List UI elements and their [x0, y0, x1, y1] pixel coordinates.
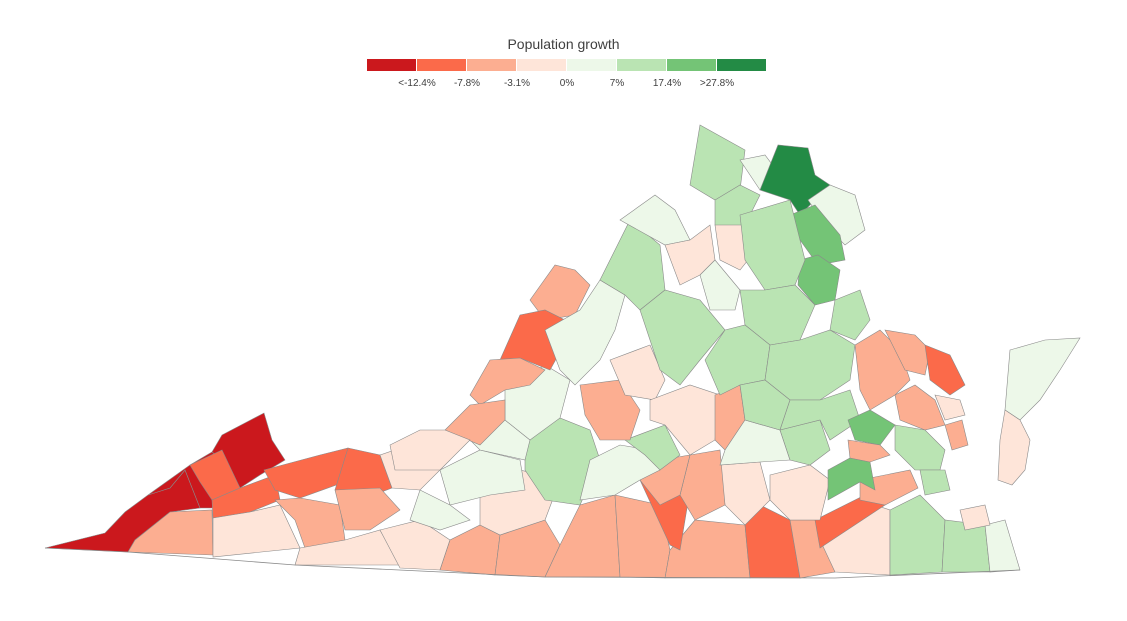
- county-region[interactable]: [624, 424, 681, 471]
- county-region[interactable]: [959, 504, 991, 531]
- county-region[interactable]: [894, 424, 946, 471]
- legend-swatch-3: [517, 59, 566, 71]
- county-region[interactable]: [847, 439, 891, 463]
- legend-tick-0: <-12.4%: [398, 78, 436, 89]
- county-region[interactable]: [444, 399, 506, 446]
- legend-swatch-7: [717, 59, 766, 71]
- county-region[interactable]: [889, 494, 946, 576]
- legend-swatch-5: [617, 59, 666, 71]
- county-region[interactable]: [859, 469, 919, 506]
- county-region[interactable]: [884, 329, 931, 376]
- state-border: [44, 547, 1021, 579]
- county-region[interactable]: [1004, 337, 1081, 421]
- legend-tick-3: 0%: [559, 78, 575, 89]
- county-region[interactable]: [894, 384, 946, 431]
- county-region[interactable]: [389, 429, 471, 471]
- county-region[interactable]: [544, 494, 621, 578]
- county-region[interactable]: [639, 289, 726, 386]
- county-region[interactable]: [779, 389, 861, 441]
- legend-tick-6: >27.8%: [699, 78, 735, 89]
- legend-tick-5: 17.4%: [652, 78, 682, 89]
- county-region[interactable]: [609, 344, 666, 401]
- county-region[interactable]: [544, 279, 626, 386]
- county-region[interactable]: [212, 504, 301, 558]
- map-legend: Population growth <-12.4% -7.8% -3.1% 0%…: [0, 0, 1127, 100]
- county-region[interactable]: [984, 519, 1021, 573]
- legend-tick-2: -3.1%: [503, 78, 531, 89]
- legend-swatch-6: [667, 59, 716, 71]
- county-region[interactable]: [409, 489, 471, 531]
- legend-tick-4: 7%: [609, 78, 625, 89]
- county-region[interactable]: [924, 344, 966, 396]
- legend-tick-1: -7.8%: [453, 78, 481, 89]
- county-region[interactable]: [579, 444, 661, 501]
- legend-swatch-2: [467, 59, 516, 71]
- county-region[interactable]: [944, 419, 969, 451]
- legend-title: Population growth: [507, 36, 620, 52]
- county-region[interactable]: [919, 469, 951, 496]
- legend-swatch-0: [367, 59, 416, 71]
- county-region[interactable]: [829, 289, 871, 341]
- legend-swatch-4: [567, 59, 616, 71]
- county-region[interactable]: [334, 487, 401, 531]
- county-region[interactable]: [847, 409, 896, 446]
- county-region[interactable]: [934, 394, 966, 421]
- county-region[interactable]: [469, 357, 546, 406]
- county-region[interactable]: [649, 384, 721, 456]
- county-region[interactable]: [997, 409, 1031, 486]
- county-region[interactable]: [699, 259, 741, 311]
- county-region[interactable]: [769, 464, 831, 521]
- legend-swatch-1: [417, 59, 466, 71]
- county-region[interactable]: [439, 524, 501, 576]
- county-region[interactable]: [619, 194, 691, 246]
- legend-tick-labels: <-12.4% -7.8% -3.1% 0% 7% 17.4% >27.8%: [367, 78, 767, 92]
- county-region[interactable]: [127, 509, 214, 556]
- legend-color-scale: [367, 59, 767, 71]
